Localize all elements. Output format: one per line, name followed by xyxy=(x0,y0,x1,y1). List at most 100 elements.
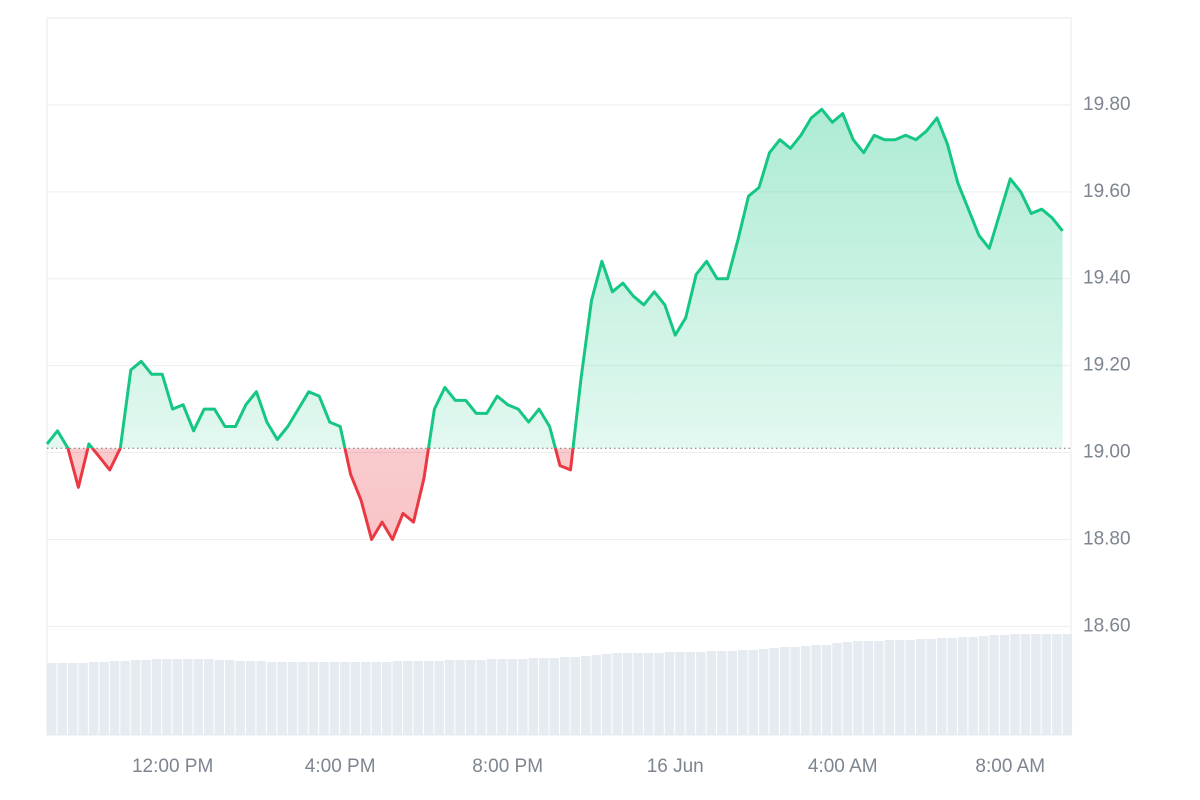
volume-bar xyxy=(120,661,130,735)
volume-bar xyxy=(905,640,916,735)
volume-bar xyxy=(371,662,382,735)
volume-bar xyxy=(978,636,989,735)
volume-bar xyxy=(382,662,392,735)
volume-bar xyxy=(832,643,842,735)
volume-bar xyxy=(214,660,224,735)
volume-bar xyxy=(423,661,434,735)
volume-bar xyxy=(1010,634,1020,735)
y-tick-label: 19.80 xyxy=(1083,94,1131,115)
x-tick-label: 8:00 PM xyxy=(472,756,543,777)
volume-bar xyxy=(675,652,685,735)
volume-bar xyxy=(570,657,580,735)
volume-bar xyxy=(183,659,193,735)
volume-bar xyxy=(769,648,779,735)
volume-bar xyxy=(874,641,884,735)
y-tick-label: 19.20 xyxy=(1083,355,1131,376)
price-line-up xyxy=(45,107,1064,449)
volume-bar xyxy=(162,659,172,735)
volume-bar xyxy=(392,661,402,735)
y-tick-label: 19.40 xyxy=(1083,268,1131,289)
x-tick-label: 12:00 PM xyxy=(132,756,213,777)
x-tick-label: 8:00 AM xyxy=(975,756,1045,777)
volume-bar xyxy=(643,653,654,735)
volume-bar xyxy=(298,662,308,735)
volume-bar xyxy=(486,659,497,735)
volume-bar xyxy=(779,647,790,735)
volume-bar xyxy=(863,641,874,735)
volume-bar xyxy=(821,645,832,735)
volume-bar xyxy=(329,662,340,735)
volume-bar xyxy=(1052,634,1062,735)
volume-bar xyxy=(947,638,957,735)
volume-bar xyxy=(1062,634,1073,735)
volume-bar xyxy=(78,663,88,735)
volume-bar xyxy=(47,663,57,735)
volume-bar xyxy=(528,658,539,735)
volume-bar xyxy=(67,663,78,735)
y-tick-label: 19.00 xyxy=(1083,442,1131,463)
volume-bar xyxy=(926,639,936,735)
volume-bar xyxy=(957,637,968,735)
volume-bar xyxy=(853,641,863,735)
volume-bar xyxy=(842,642,853,735)
volume-bar xyxy=(884,640,895,735)
volume-bar xyxy=(654,653,664,735)
volume-bar xyxy=(361,662,371,735)
volume-bar xyxy=(256,661,266,735)
volume-bar xyxy=(224,660,235,735)
volume-bar xyxy=(601,654,612,735)
volume-bar xyxy=(141,660,151,735)
volume-bar xyxy=(811,645,821,735)
volume-bar xyxy=(88,662,99,735)
volume-bars xyxy=(47,634,1073,735)
volume-bar xyxy=(999,635,1010,735)
volume-bar xyxy=(696,652,706,735)
volume-bar xyxy=(1031,634,1041,735)
volume-bar xyxy=(664,652,675,735)
x-tick-label: 16 Jun xyxy=(647,756,704,777)
volume-bar xyxy=(266,662,277,735)
volume-bar xyxy=(580,656,591,735)
volume-bar xyxy=(308,662,319,735)
volume-bar xyxy=(727,651,738,735)
volume-bar xyxy=(518,659,528,735)
y-tick-label: 18.80 xyxy=(1083,528,1131,549)
volume-bar xyxy=(560,657,570,735)
volume-bar xyxy=(497,659,507,735)
volume-bar xyxy=(245,661,256,735)
volume-bar xyxy=(612,653,622,735)
volume-bar xyxy=(57,663,67,735)
volume-bar xyxy=(622,653,633,735)
volume-bar xyxy=(706,651,717,735)
volume-bar xyxy=(193,659,204,735)
volume-bar xyxy=(916,639,926,735)
volume-bar xyxy=(549,658,560,735)
volume-bar xyxy=(748,650,758,735)
volume-bar xyxy=(968,637,978,735)
volume-bar xyxy=(444,660,455,735)
volume-bar xyxy=(591,655,601,735)
x-tick-label: 4:00 AM xyxy=(808,756,878,777)
y-tick-label: 19.60 xyxy=(1083,181,1131,202)
volume-bar xyxy=(319,662,329,735)
volume-bar xyxy=(1041,634,1052,735)
volume-bar xyxy=(109,661,120,735)
area-up xyxy=(47,109,1063,449)
volume-bar xyxy=(465,660,476,735)
volume-bar xyxy=(204,659,214,735)
volume-bar xyxy=(287,662,298,735)
volume-bar xyxy=(151,659,162,735)
volume-bar xyxy=(350,662,361,735)
volume-bar xyxy=(235,661,245,735)
volume-bar xyxy=(539,658,549,735)
volume-bar xyxy=(99,662,109,735)
volume-bar xyxy=(434,661,444,735)
volume-bar xyxy=(402,661,413,735)
y-tick-label: 18.60 xyxy=(1083,615,1131,636)
volume-bar xyxy=(130,660,141,735)
x-tick-label: 4:00 PM xyxy=(305,756,376,777)
volume-bar xyxy=(989,635,999,735)
volume-bar xyxy=(455,660,465,735)
volume-bar xyxy=(936,638,947,735)
